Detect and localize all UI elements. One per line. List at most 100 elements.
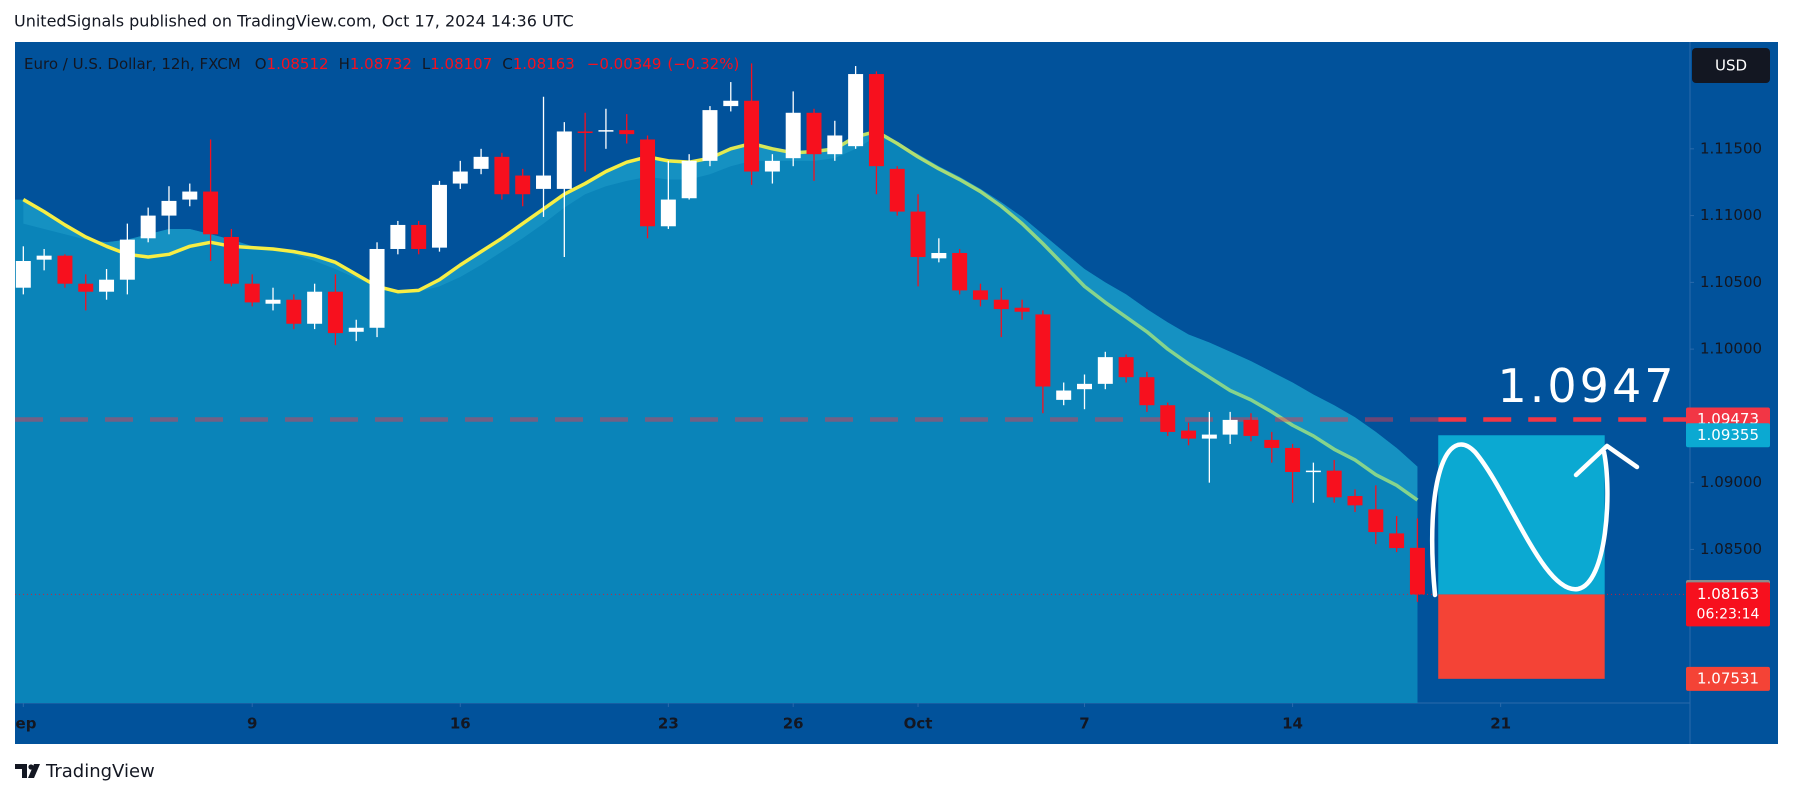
candle-body: [161, 200, 177, 216]
projection-drawing: [1429, 442, 1610, 598]
x-tick-label: 14: [1282, 715, 1303, 733]
moving-average: [22, 129, 1419, 502]
publish-header: UnitedSignals published on TradingView.c…: [14, 12, 574, 31]
ohlc-value: 1.08163: [513, 55, 575, 73]
y-tick-label: 1.11500: [1700, 139, 1762, 157]
ohlc-key: O: [255, 55, 267, 73]
candle-body: [764, 160, 780, 172]
price-label: 1.09355: [1697, 426, 1759, 444]
candle-body: [598, 130, 614, 132]
candle-body: [452, 171, 468, 184]
candle-body: [1077, 383, 1092, 390]
candle-body: [723, 100, 739, 107]
currency-button[interactable]: [1692, 48, 1770, 83]
candle-body: [1305, 470, 1321, 473]
footer-logo: TradingView: [45, 761, 155, 782]
candle-body: [57, 255, 73, 284]
candle-body: [868, 74, 884, 167]
chart-legend: Euro / U.S. Dollar, 12h, FXCM O1.08512 H 1.…: [24, 55, 739, 73]
candle-body: [993, 299, 1009, 310]
candle-body: [244, 283, 260, 303]
candle-body: [1181, 430, 1197, 439]
candle-body: [702, 110, 718, 161]
candle-body: [265, 299, 281, 304]
price-label: 1.08163: [1697, 585, 1759, 603]
band: [23, 131, 1418, 501]
change-percent: (−0.32%): [667, 55, 739, 73]
y-tick-label: 1.10500: [1700, 273, 1762, 291]
change-value: −0.00349: [587, 55, 662, 73]
candle-body: [431, 184, 447, 248]
candle-body: [182, 191, 198, 200]
plot-area: [15, 63, 1690, 703]
candle-body: [785, 112, 801, 159]
candle-body: [78, 283, 94, 292]
candle-body: [1014, 307, 1030, 312]
level-annotation: 1.0947: [1498, 359, 1677, 413]
candle-body: [931, 252, 947, 259]
y-tick-label: 1.11000: [1700, 206, 1762, 224]
ohlc-key: L: [422, 55, 431, 73]
ohlc-key: H: [339, 55, 350, 73]
candle-body: [848, 74, 864, 147]
candle-body: [15, 260, 31, 288]
candle-body: [307, 291, 323, 324]
candle-body: [1243, 419, 1259, 436]
price-label-box: [1686, 582, 1770, 627]
x-tick-label: 7: [1079, 715, 1089, 733]
y-tick-label: 1.10000: [1700, 340, 1762, 358]
candle-body: [1222, 419, 1238, 435]
candle-body: [390, 224, 406, 249]
candle-body: [577, 131, 593, 133]
logo-shape: [28, 764, 40, 778]
stop-zone: [1438, 594, 1605, 679]
currency-label: USD: [1715, 57, 1747, 75]
candle-body: [369, 248, 385, 328]
candle-body: [1285, 447, 1301, 472]
candle-body: [1118, 357, 1134, 378]
candle-body: [286, 299, 302, 324]
candle-body: [1368, 509, 1384, 533]
price-label-box: [1686, 423, 1770, 448]
candle-body: [473, 156, 489, 169]
candle-body: [36, 255, 52, 260]
area: [15, 131, 1418, 703]
candle-body: [806, 112, 822, 155]
candle-body: [952, 252, 968, 291]
candle-body: [411, 224, 427, 249]
candle-body: [681, 160, 697, 199]
projection-arrow: [1573, 443, 1640, 478]
logo-shape: [15, 764, 27, 778]
candle-body: [99, 279, 115, 292]
chart-title: Euro / U.S. Dollar, 12h, FXCM: [24, 55, 241, 73]
candle-body: [1139, 377, 1155, 406]
x-tick-label: 21: [1490, 715, 1511, 733]
candle-body: [619, 130, 635, 135]
candle-body: [348, 327, 364, 332]
overlay: Euro / U.S. Dollar, 12h, FXCM O1.08512 H 1.…: [16, 55, 1770, 733]
x-tick-label: Oct: [904, 715, 933, 733]
candle-body: [660, 199, 676, 227]
candle-body: [1097, 357, 1113, 384]
target-zone: [1438, 435, 1605, 595]
candle-body: [1326, 470, 1342, 498]
ohlc-value: 1.08512: [267, 55, 329, 73]
candle-body: [556, 131, 572, 189]
candle-body: [1201, 434, 1217, 439]
candle-body: [1264, 439, 1280, 448]
y-tick-label: 1.08500: [1700, 540, 1762, 558]
candle-body: [827, 135, 843, 155]
candle-body: [119, 239, 135, 280]
candle-body: [515, 175, 531, 195]
candle-body: [889, 168, 905, 212]
candle-body: [1409, 547, 1425, 595]
candle-body: [223, 236, 239, 284]
x-tick-label: ep: [16, 715, 37, 733]
candle-body: [536, 175, 551, 189]
price-label-box: [1686, 666, 1770, 691]
candle-body: [1035, 314, 1051, 387]
ohlc-value: 1.08107: [430, 55, 492, 73]
price-label: 1.07531: [1697, 669, 1759, 687]
